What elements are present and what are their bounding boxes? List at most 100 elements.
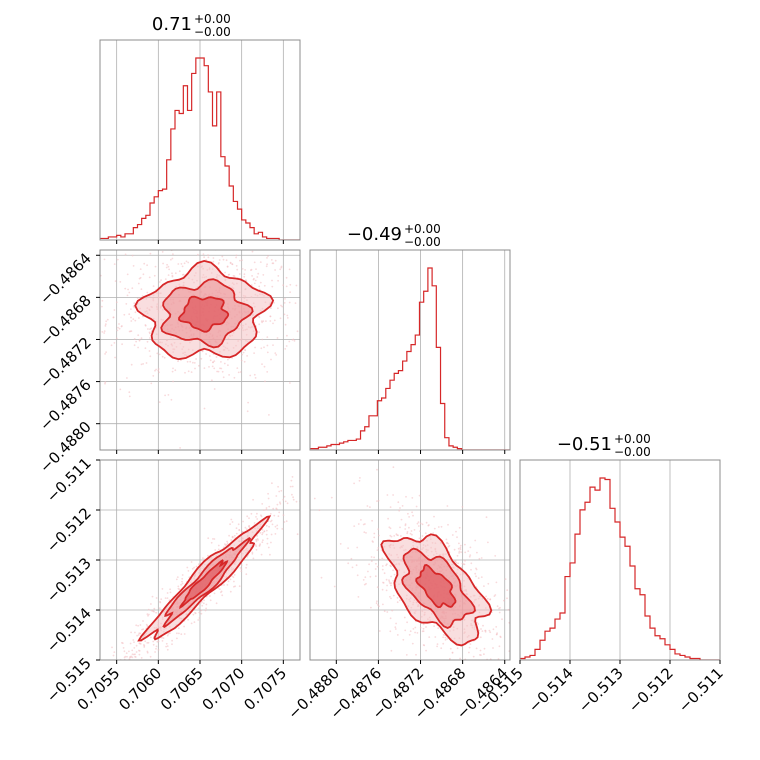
scatter-point: [100, 661, 102, 663]
scatter-point: [265, 320, 267, 322]
scatter-point: [269, 315, 272, 318]
scatter-point: [226, 584, 229, 586]
scatter-point: [228, 534, 231, 537]
scatter-point: [296, 533, 299, 536]
scatter-point: [370, 556, 373, 558]
scatter-point: [291, 485, 294, 488]
scatter-point: [390, 535, 393, 538]
scatter-point: [510, 567, 512, 569]
scatter-point: [150, 327, 153, 330]
scatter-point: [132, 664, 134, 666]
scatter-point: [315, 279, 317, 281]
scatter-point: [157, 649, 160, 651]
scatter-point: [260, 553, 263, 556]
scatter-point: [280, 266, 283, 269]
scatter-point: [274, 352, 277, 354]
scatter-point: [245, 528, 248, 530]
scatter-point: [273, 319, 276, 322]
scatter-point: [396, 597, 399, 599]
scatter-point: [257, 315, 260, 317]
scatter-point: [12, 303, 14, 305]
scatter-point: [207, 554, 209, 557]
scatter-point: [242, 351, 245, 354]
scatter-point: [176, 576, 179, 578]
scatter-point: [408, 516, 410, 518]
scatter-point: [307, 478, 309, 480]
scatter-point: [209, 359, 212, 362]
scatter-point: [516, 635, 518, 637]
scatter-point: [357, 596, 360, 598]
scatter-point: [239, 235, 241, 237]
scatter-point: [265, 524, 268, 527]
scatter-point: [193, 566, 196, 569]
scatter-point: [408, 526, 410, 529]
scatter-point: [224, 271, 227, 274]
scatter-point: [279, 501, 281, 504]
scatter-point: [421, 630, 424, 633]
scatter-point: [425, 521, 428, 524]
scatter-point: [116, 667, 118, 669]
scatter-point: [415, 505, 418, 508]
scatter-point: [70, 734, 72, 736]
scatter-point: [393, 573, 396, 576]
scatter-point: [468, 646, 471, 649]
scatter-point: [139, 268, 142, 270]
scatter-point: [467, 550, 470, 552]
scatter-point: [133, 338, 136, 340]
scatter-point: [522, 626, 524, 628]
scatter-point: [390, 597, 392, 600]
scatter-point: [82, 283, 84, 285]
scatter-point: [266, 336, 269, 338]
x-tick-label: −0.511: [675, 664, 727, 716]
scatter-point: [245, 563, 248, 566]
scatter-point: [101, 305, 103, 308]
scatter-point: [239, 371, 242, 373]
scatter-point: [270, 358, 272, 361]
scatter-point: [406, 531, 409, 533]
scatter-point: [169, 591, 172, 594]
scatter-point: [209, 599, 212, 602]
scatter-point: [244, 526, 247, 529]
scatter-point: [303, 290, 305, 292]
scatter-point: [136, 297, 139, 300]
scatter-point: [131, 254, 134, 257]
scatter-point: [149, 337, 151, 339]
scatter-point: [269, 520, 272, 523]
scatter-point: [137, 624, 140, 627]
scatter-point: [396, 634, 399, 636]
scatter-point: [209, 595, 211, 597]
scatter-point: [381, 588, 384, 591]
scatter-point: [181, 265, 184, 268]
scatter-point: [144, 324, 147, 326]
scatter-point: [458, 552, 460, 554]
scatter-point: [390, 575, 392, 578]
scatter-point: [124, 253, 127, 256]
scatter-point: [120, 666, 122, 668]
scatter-point: [170, 258, 172, 261]
scatter-point: [268, 414, 270, 416]
scatter-point: [371, 519, 373, 522]
scatter-point: [104, 323, 107, 326]
scatter-point: [217, 263, 220, 265]
scatter-point: [395, 622, 397, 625]
scatter-point: [195, 565, 198, 568]
scatter-point: [133, 302, 136, 304]
scatter-point: [403, 616, 406, 619]
x-tick-label: 0.7070: [199, 664, 249, 714]
scatter-point: [282, 514, 285, 517]
scatter-point: [477, 672, 479, 674]
scatter-point: [285, 345, 288, 347]
scatter-point: [229, 523, 232, 526]
scatter-point: [257, 539, 259, 541]
scatter-point: [220, 591, 222, 594]
scatter-point: [117, 664, 119, 666]
scatter-point: [124, 655, 127, 658]
scatter-point: [534, 635, 536, 637]
scatter-point: [159, 600, 161, 603]
scatter-point: [119, 388, 122, 391]
scatter-point: [191, 567, 194, 570]
scatter-point: [245, 247, 247, 249]
scatter-point: [243, 275, 246, 278]
scatter-point: [241, 259, 243, 262]
